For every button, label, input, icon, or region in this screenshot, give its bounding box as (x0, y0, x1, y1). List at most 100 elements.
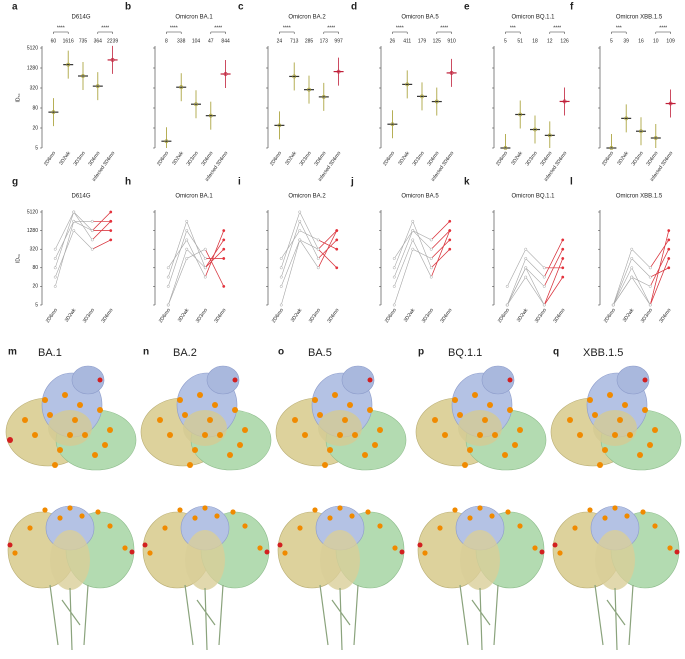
subject-point (53, 266, 57, 270)
stalk (49, 584, 89, 651)
mutation-site (637, 452, 643, 458)
mutation-site (227, 452, 233, 458)
gmt-label: 39 (623, 38, 629, 44)
subject-point (542, 275, 546, 279)
mutation-site (642, 407, 648, 413)
mutation-site-red (539, 549, 545, 555)
booster-segment (649, 230, 670, 306)
subject-point (335, 266, 339, 270)
booster-segment (318, 248, 337, 269)
subject-point (429, 266, 433, 270)
subject-point (667, 247, 671, 251)
gmt-dot (81, 74, 85, 78)
mutation-site-red (417, 542, 423, 548)
gmt-label: 12 (547, 38, 553, 44)
mutation-site (187, 462, 193, 468)
mutation-site (202, 432, 208, 438)
mutation-site (79, 513, 85, 519)
booster-segment (431, 221, 450, 241)
gmt-dot (208, 113, 213, 118)
core (593, 410, 637, 446)
x-tick-label: 2D6mo (156, 150, 170, 167)
subject-point (648, 275, 652, 279)
gmt-dot (223, 72, 228, 76)
sig-bracket (97, 31, 113, 34)
mutation-site (322, 462, 328, 468)
gmt-dot (321, 94, 326, 99)
x-tick-label: 3D2wk (171, 150, 185, 166)
booster-segment (431, 248, 450, 269)
subject-line (612, 249, 670, 306)
panel-letter: i (238, 177, 241, 188)
subject-point (316, 266, 320, 270)
mutation-site (587, 507, 593, 513)
subject-point (222, 257, 226, 260)
subject-point (316, 257, 320, 260)
booster-segment (92, 221, 111, 241)
sig-label: **** (57, 25, 65, 31)
gmt-label: 104 (192, 38, 201, 44)
mutation-site (362, 452, 368, 458)
panel-title: Omicron BQ.1.1 (511, 194, 555, 200)
mutation-site (467, 515, 473, 521)
x-tick-label: 3D3mo (421, 307, 435, 324)
booster-segment (317, 230, 338, 268)
subject-point (166, 266, 170, 270)
panel-letter: g (12, 177, 18, 188)
mutation-site (232, 407, 238, 413)
sig-label: **** (101, 25, 109, 31)
mutation-site (349, 513, 355, 519)
x-tick-label: 2D6mo (382, 150, 396, 167)
subject-point (185, 247, 189, 251)
mutation-site-red (7, 542, 13, 548)
x-tick-label: 3D2wk (64, 307, 78, 323)
subject-point (505, 303, 509, 307)
subject-line (54, 220, 111, 287)
subject-point (298, 238, 302, 242)
mutation-site (347, 402, 353, 408)
booster-segment (650, 267, 669, 278)
subject-point (222, 247, 226, 251)
subject-point (429, 275, 433, 279)
subject-point (561, 266, 565, 270)
sig-bracket (549, 31, 565, 34)
y-tick-label: 320 (30, 247, 39, 253)
y-tick-label: 1280 (27, 65, 38, 71)
subject-point (648, 303, 652, 307)
sig-bracket (505, 31, 521, 34)
subject-point (90, 238, 94, 242)
mutation-site (192, 447, 198, 453)
sig-bracket (392, 31, 408, 34)
x-tick-label: 3D3mo (186, 150, 200, 167)
y-tick-label: 5 (35, 302, 38, 308)
mutation-site (517, 427, 523, 433)
gmt-dot (95, 84, 100, 89)
mutation-site (477, 432, 483, 438)
gmt-label: 8 (165, 38, 168, 44)
panel-letter: k (464, 177, 470, 188)
y-tick-label: 5120 (27, 45, 38, 51)
mutation-site (47, 412, 53, 418)
mutation-site (212, 402, 218, 408)
subject-point (203, 257, 207, 260)
subject-line (167, 239, 225, 306)
sig-bracket (166, 31, 182, 34)
panel-title: D614G (71, 194, 90, 200)
subject-point (648, 284, 652, 288)
mutation-site (622, 402, 628, 408)
subject-line (393, 220, 450, 269)
mutation-site (489, 513, 495, 519)
subject-point (185, 257, 189, 260)
mutation-site (32, 432, 38, 438)
subject-point (524, 247, 528, 251)
sig-label: *** (510, 25, 516, 31)
structure-side (277, 505, 405, 651)
sig-label: **** (327, 25, 335, 31)
mutation-site (602, 515, 608, 521)
subject-point (90, 219, 94, 223)
mutation-site (82, 432, 88, 438)
y-tick-label: 5120 (27, 209, 38, 215)
gmt-dot (307, 87, 311, 92)
mutation-site (92, 452, 98, 458)
mutation-site-red (674, 549, 680, 555)
